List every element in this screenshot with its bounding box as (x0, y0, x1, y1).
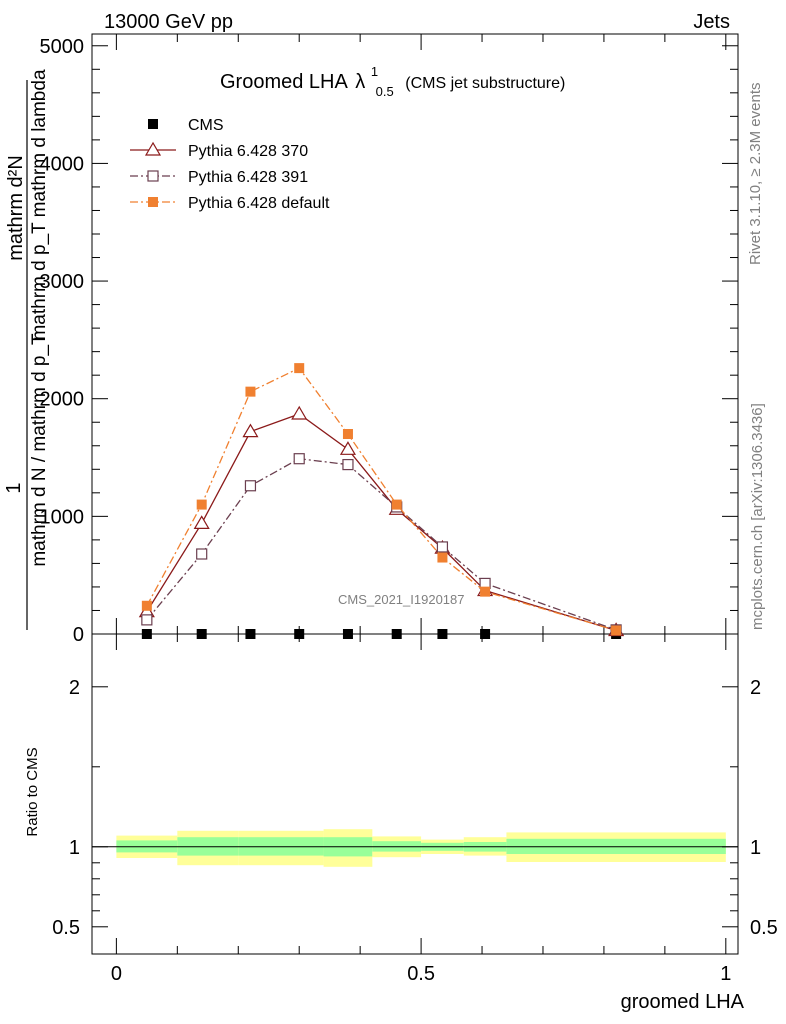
energy-label: 13000 GeV pp (104, 11, 233, 33)
y-tick-label: 4000 (40, 153, 85, 175)
data-point (244, 480, 257, 492)
legend-label: CMS (188, 117, 224, 134)
legend-marker (148, 119, 158, 129)
legend-marker (147, 170, 159, 182)
data-point (391, 629, 402, 639)
ratio-y-tick-label: 0.5 (52, 917, 80, 939)
y-tick-label: 0 (73, 624, 84, 646)
data-point (293, 453, 305, 465)
ratio-y-tick-label-right: 2 (750, 677, 761, 699)
ratio-y-tick-label: 1 (69, 837, 80, 859)
legend-label: Pythia 6.428 391 (188, 169, 308, 186)
data-point (245, 629, 256, 639)
series-3 (141, 363, 622, 636)
data-point (437, 552, 448, 563)
title-main: Groomed LHA (220, 71, 348, 93)
title-sub: 0.5 (376, 84, 394, 99)
data-point (291, 405, 308, 420)
data-point (342, 458, 354, 471)
legend-label: Pythia 6.428 default (188, 195, 330, 212)
data-point (196, 499, 207, 510)
data-point (245, 386, 256, 397)
y-tick-label: 1000 (40, 506, 85, 528)
ratio-y-tick-label-right: 0.5 (750, 917, 778, 939)
ylabel-denominator-2: mathrm d p_T mathrm d lambda (29, 69, 50, 340)
data-point (342, 629, 353, 639)
y-tick-label: 3000 (40, 271, 85, 293)
series-2 (141, 453, 622, 636)
x-tick-label: 0 (111, 963, 122, 985)
x-axis-label: groomed LHA (621, 991, 745, 1013)
title-sup: 1 (371, 64, 378, 79)
data-point (611, 625, 622, 636)
y-tick-label: 2000 (40, 389, 85, 411)
data-point (437, 629, 448, 639)
axis-ticks: 0 1000 2000 3000 4000 5000 0 0.5 1 0.5 0.5 1 1 2 2 (40, 34, 778, 985)
title-suffix: (CMS jet substructure) (405, 75, 565, 92)
data-point (242, 423, 259, 438)
ylabel-one: 1 (3, 482, 25, 493)
x-tick-label: 0.5 (407, 963, 435, 985)
data-point (141, 600, 152, 611)
legend: CMS Pythia 6.428 370 Pythia 6.428 391 Pythi… (130, 117, 330, 212)
ratio-y-tick-label-right: 1 (750, 837, 761, 859)
data-point (480, 629, 491, 639)
y-tick-label: 5000 (40, 36, 85, 58)
x-tick-label: 1 (720, 963, 731, 985)
data-point (294, 629, 305, 639)
data-point (391, 499, 402, 510)
data-point (480, 586, 491, 597)
title-lambda: λ (355, 71, 365, 93)
data-point (196, 548, 208, 560)
data-point (294, 363, 305, 374)
data-point (339, 441, 357, 455)
data-point (141, 629, 152, 639)
series-0 (141, 629, 622, 639)
ratio-frame (91, 633, 739, 955)
data-point (193, 515, 210, 530)
legend-label: Pythia 6.428 370 (188, 143, 308, 160)
data-point (342, 429, 353, 439)
chart-title: Groomed LHA λ 1 0.5 (CMS jet substructur… (220, 59, 565, 101)
legend-marker (148, 197, 158, 207)
data-point (141, 614, 153, 626)
ratio-uncertainty-bands (116, 829, 726, 867)
legend-marker (144, 141, 162, 156)
analysis-watermark: CMS_2021_I1920187 (338, 592, 465, 607)
ylabel-numerator: mathrm d²N (5, 155, 27, 261)
series-group (138, 363, 625, 639)
ylabel-denominator-1: mathrm d N / mathrm d p_T (29, 333, 50, 567)
process-label: Jets (693, 11, 730, 33)
data-point (436, 541, 449, 553)
y-axis-label: 1 mathrm d²N mathrm d N / mathrm d p_T m… (3, 69, 50, 630)
rivet-label: Rivet 3.1.10, ≥ 2.3M events (747, 83, 764, 266)
ratio-ylabel: Ratio to CMS (24, 747, 41, 836)
mcplots-label: mcplots.cern.ch [arXiv:1306.3436] (749, 403, 766, 630)
data-point (196, 629, 207, 639)
ratio-y-tick-label: 2 (69, 677, 80, 699)
